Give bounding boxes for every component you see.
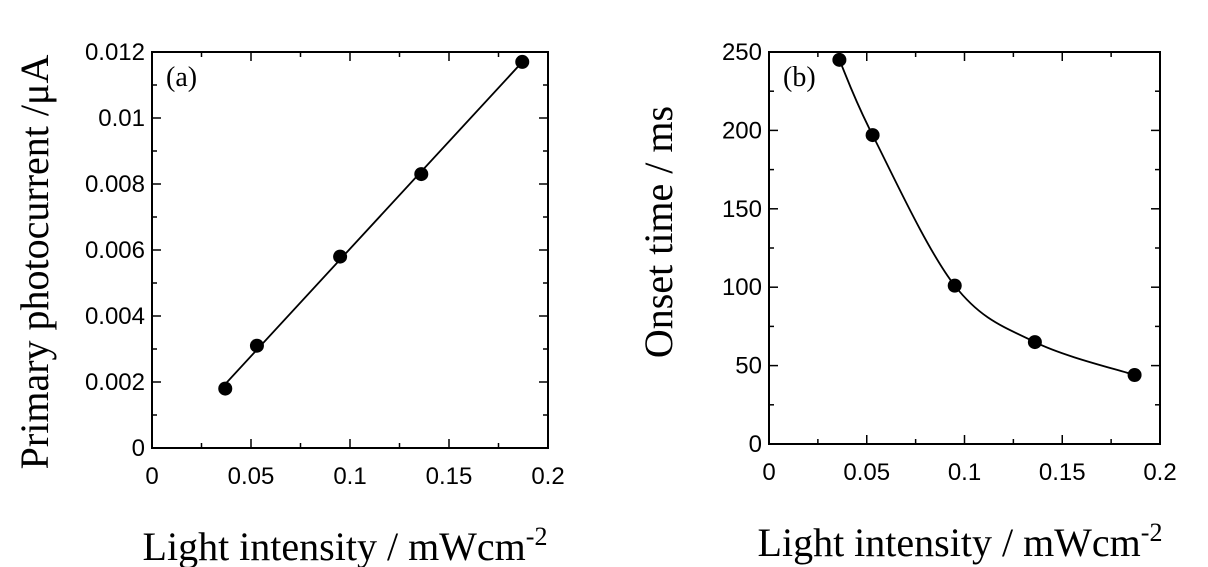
panel-b-y-tick-label: 100: [722, 274, 762, 301]
panel-b-x-tick-label: 0: [762, 459, 775, 486]
panel-b-y-tick-label: 0: [749, 431, 762, 458]
panel-b-data-point: [865, 128, 880, 143]
panel-a-x-tick-label: 0.15: [426, 463, 473, 490]
panel-a-x-tick-label: 0.2: [531, 463, 564, 490]
panel-a-chart: 0 0.05 0.1 0.15 0.2 0 0.002 0.004 0.006 0.008 0.01…: [12, 39, 565, 567]
panel-b-marks: 0 0.05 0.1 0.15 0.2 0 50 100 150 200 250: [722, 39, 1177, 486]
panel-b-y-tick-label: 250: [722, 39, 762, 66]
panel-a-data-point: [515, 54, 530, 69]
panel-a-data-point: [249, 338, 264, 353]
panel-b-x-tick-label: 0.05: [843, 459, 890, 486]
panel-a-data-point: [218, 381, 233, 396]
panel-a-x-tick-label: 0: [145, 463, 158, 490]
panel-b-y-tick-label: 50: [735, 353, 762, 380]
panel-a-y-tick-label: 0.002: [85, 369, 145, 396]
panel-b-fit-curve: [838, 59, 1135, 376]
panel-a-x-axis-title: Light intensity / mWcm-2: [143, 522, 548, 567]
panel-b-label: (b): [783, 62, 816, 93]
panel-a-y-axis-title: Primary photocurrent /μA: [12, 55, 57, 470]
panel-a-y-tick-label: 0: [132, 435, 145, 462]
panel-b-chart: 0 0.05 0.1 0.15 0.2 0 50 100 150 200 250 (b) Light…: [636, 39, 1177, 565]
panel-a-x-tick-label: 0.1: [333, 463, 366, 490]
panel-b-x-axis-title: Light intensity / mWcm-2: [758, 518, 1163, 565]
panel-a-y-tick-label: 0.012: [85, 39, 145, 66]
panel-b-data-point: [1027, 335, 1042, 350]
panel-a-y-tick-label: 0.01: [98, 105, 145, 132]
panel-a-label: (a): [166, 62, 197, 93]
panel-a-x-tick-label: 0.05: [228, 463, 275, 490]
panel-a-y-tick-label: 0.008: [85, 171, 145, 198]
panel-b-data-point: [1127, 368, 1142, 383]
panel-a-data-point: [333, 249, 348, 264]
panel-a-y-tick-label: 0.004: [85, 303, 145, 330]
panel-b-y-tick-label: 200: [722, 117, 762, 144]
panel-a-marks: 0 0.05 0.1 0.15 0.2 0 0.002 0.004 0.006 0.008 0.01…: [85, 39, 565, 490]
panel-b-data-point: [832, 52, 847, 67]
panel-a-y-tick-label: 0.006: [85, 237, 145, 264]
panel-b-x-tick-label: 0.2: [1143, 459, 1176, 486]
panel-a-data-point: [414, 167, 429, 182]
panel-b-y-axis-title: Onset time / ms: [636, 106, 681, 358]
panel-b-y-tick-label: 150: [722, 196, 762, 223]
panel-b-data-point: [947, 278, 962, 293]
panel-b-x-tick-label: 0.1: [948, 459, 981, 486]
panel-b-x-tick-label: 0.15: [1039, 459, 1086, 486]
panel-a-fit-curve: [224, 61, 523, 385]
panel-b-plot-frame: [768, 51, 1161, 445]
